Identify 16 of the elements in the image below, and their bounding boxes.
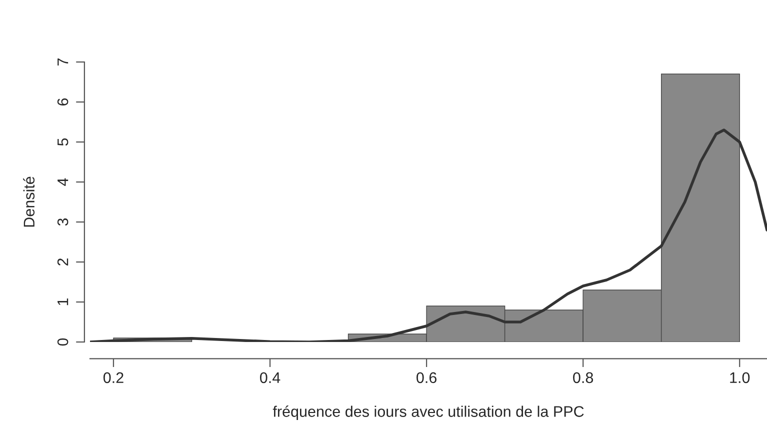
- x-tick-label: 0.2: [103, 372, 124, 384]
- x-tick-label: 0.6: [416, 372, 436, 384]
- x-tick-label: 0.4: [260, 372, 280, 384]
- y-tick-label: 0: [57, 338, 68, 346]
- y-tick-label: 4: [58, 178, 68, 186]
- y-tick-label: 3: [57, 218, 68, 226]
- x-tick-label: 0.8: [573, 372, 594, 384]
- y-tick-label: 6: [57, 98, 68, 106]
- line-series: [90, 128, 767, 342]
- y-tick-label: 5: [58, 138, 68, 146]
- y-axis-title: Densité: [23, 176, 35, 227]
- y-tick-label: 1: [58, 298, 68, 306]
- y-tick-label: 7: [58, 58, 68, 66]
- y-tick-label: 2: [57, 258, 68, 266]
- x-axis-title: fréquence des iours avec utilisation de la PPC: [272, 406, 584, 420]
- x-tick-label: 1.0: [730, 372, 750, 384]
